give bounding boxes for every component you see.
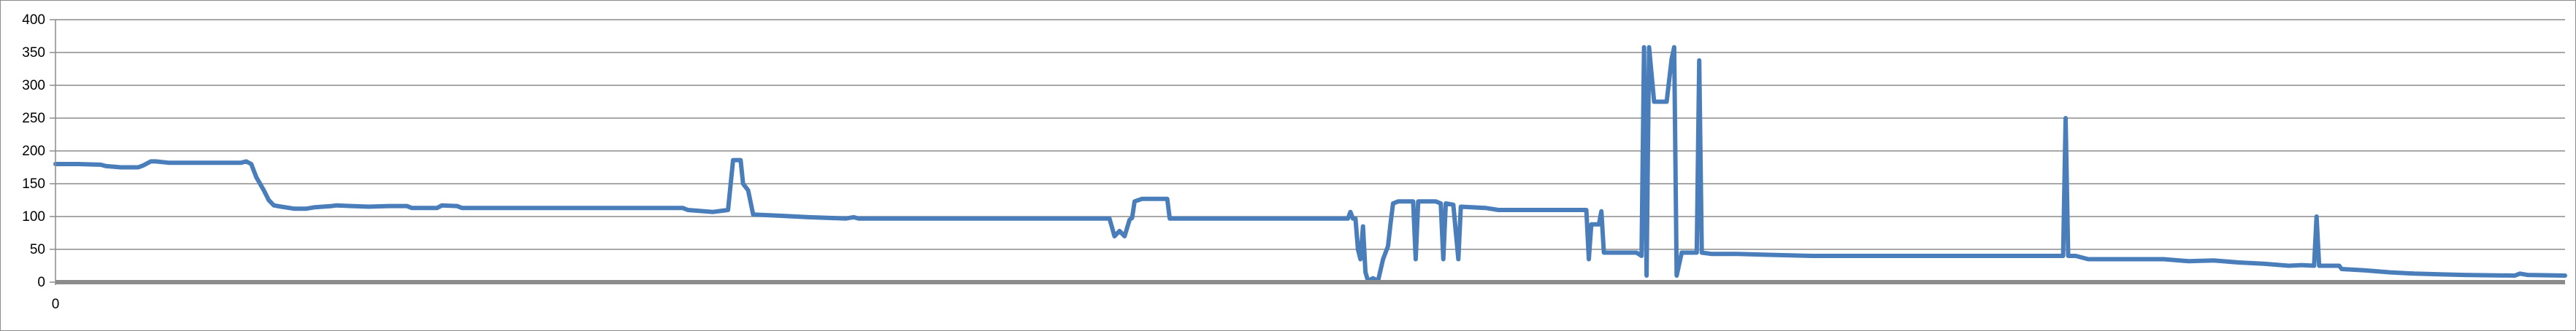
y-tick-label: 300 xyxy=(22,78,45,93)
grid-lines xyxy=(55,19,2565,250)
y-tick-label: 50 xyxy=(30,242,45,257)
y-tick-label: 150 xyxy=(22,176,45,192)
y-tick-label: 0 xyxy=(37,275,45,290)
y-tick-label: 200 xyxy=(22,144,45,159)
y-tick-label: 250 xyxy=(22,111,45,126)
y-tick-label: 350 xyxy=(22,45,45,61)
tick-labels: 0 50 100 150 200 250 300 350 400 0 xyxy=(22,12,59,312)
axes xyxy=(50,19,2565,285)
series-line-0 xyxy=(53,44,2567,284)
series-layer xyxy=(53,44,2567,284)
y-tick-label: 400 xyxy=(22,12,45,28)
x-tick-label: 0 xyxy=(52,297,60,312)
y-tick-label: 100 xyxy=(22,209,45,225)
